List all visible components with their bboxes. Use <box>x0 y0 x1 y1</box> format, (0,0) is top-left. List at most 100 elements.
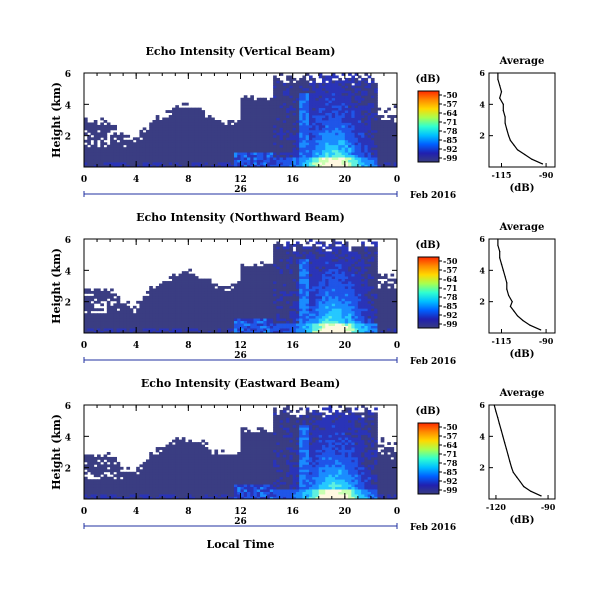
heatmap-cell <box>87 159 91 163</box>
heatmap-cell <box>106 300 111 304</box>
heatmap-cell <box>266 328 271 331</box>
heatmap-cell <box>123 328 127 331</box>
heatmap-cell <box>292 310 297 314</box>
heatmap-cell <box>214 293 219 297</box>
heatmap-cell <box>344 139 349 143</box>
heatmap-cell <box>260 159 264 163</box>
heatmap-cell <box>276 144 281 148</box>
heatmap-cell <box>367 90 372 94</box>
heatmap-cell <box>377 124 382 128</box>
heatmap-cell <box>364 298 369 302</box>
heatmap-cell <box>191 147 196 151</box>
heatmap-cell <box>142 318 147 322</box>
heatmap-cell <box>286 92 290 96</box>
heatmap-cell <box>325 271 329 275</box>
heatmap-cell <box>250 300 254 304</box>
heatmap-cell <box>318 266 323 270</box>
heatmap-cell <box>198 293 202 297</box>
heatmap-cell <box>273 290 277 294</box>
heatmap-cell <box>370 112 375 116</box>
heatmap-cell <box>97 162 101 165</box>
heatmap-cell <box>338 157 342 160</box>
heatmap-cell <box>224 318 228 322</box>
heatmap-cell <box>247 107 251 111</box>
heatmap-cell <box>207 288 212 292</box>
heatmap-cell <box>181 102 186 106</box>
heatmap-cell <box>260 110 264 113</box>
heatmap-cell <box>217 139 222 143</box>
heatmap-cell <box>383 164 388 168</box>
heatmap-cell <box>348 318 352 322</box>
x-tick-label: 12 <box>234 175 247 185</box>
heatmap-cell <box>393 164 398 168</box>
heatmap-cell <box>201 298 206 302</box>
heatmap-cell <box>168 134 173 138</box>
heatmap-cell <box>354 308 359 312</box>
profile-x-label: (dB) <box>510 183 535 194</box>
heatmap-cell <box>322 320 326 324</box>
heatmap-cell <box>129 318 134 322</box>
heatmap-cell <box>224 290 228 294</box>
heatmap-cell <box>331 310 336 314</box>
heatmap-cell <box>338 268 342 272</box>
heatmap-cell <box>354 92 359 96</box>
heatmap-cell <box>325 139 329 143</box>
heatmap-cell <box>90 129 95 133</box>
heatmap-cell <box>299 293 303 297</box>
heatmap-cell <box>292 290 297 294</box>
heatmap-cell <box>348 77 352 81</box>
heatmap-cell <box>266 300 271 304</box>
heatmap-cell <box>204 295 209 299</box>
heatmap-cell <box>328 92 333 96</box>
heatmap-cell <box>354 278 359 282</box>
heatmap-cell <box>292 271 297 275</box>
heatmap-cell <box>299 149 303 153</box>
heatmap-cell <box>214 323 219 326</box>
heatmap-cell <box>305 100 310 104</box>
heatmap-cell <box>315 256 320 260</box>
heatmap-cell <box>230 283 235 287</box>
heatmap-cell <box>217 149 222 153</box>
heatmap-cell <box>305 152 310 156</box>
heatmap-cell <box>243 273 248 277</box>
heatmap-cell <box>201 323 206 326</box>
heatmap-cell <box>227 129 232 133</box>
heatmap-cell <box>158 137 163 141</box>
heatmap-cell <box>351 308 356 312</box>
heatmap-cell <box>377 293 382 297</box>
heatmap-cell <box>256 157 261 160</box>
heatmap-cell <box>188 137 192 141</box>
heatmap-cell <box>188 313 192 317</box>
heatmap-cell <box>158 142 163 146</box>
heatmap-cell <box>295 303 300 307</box>
heatmap-cell <box>90 315 95 319</box>
heatmap-cell <box>361 290 365 294</box>
heatmap-cell <box>220 129 225 133</box>
heatmap-cell <box>370 253 375 257</box>
heatmap-cell <box>289 305 294 309</box>
heatmap-cell <box>168 120 173 123</box>
heatmap-cell <box>263 127 267 131</box>
heatmap-cell <box>260 273 264 277</box>
heatmap-cell <box>370 273 375 277</box>
heatmap-cell <box>185 139 189 143</box>
heatmap-cell <box>377 132 382 136</box>
heatmap-cell <box>331 144 336 148</box>
heatmap-cell <box>201 281 206 284</box>
profile-point <box>516 149 519 151</box>
heatmap-cell <box>93 147 98 151</box>
heatmap-cell <box>361 318 365 322</box>
heatmap-cell <box>354 152 359 156</box>
heatmap-cell <box>364 80 369 84</box>
heatmap-cell <box>198 286 202 289</box>
heatmap-cell <box>250 159 254 163</box>
heatmap-cell <box>380 162 385 165</box>
heatmap-cell <box>273 318 277 322</box>
heatmap-cell <box>162 318 166 322</box>
heatmap-cell <box>338 129 342 133</box>
heatmap-cell <box>276 263 281 267</box>
heatmap-cell <box>116 298 121 302</box>
heatmap-cell <box>97 127 101 131</box>
heatmap-cell <box>325 315 329 319</box>
heatmap-cell <box>380 139 385 143</box>
